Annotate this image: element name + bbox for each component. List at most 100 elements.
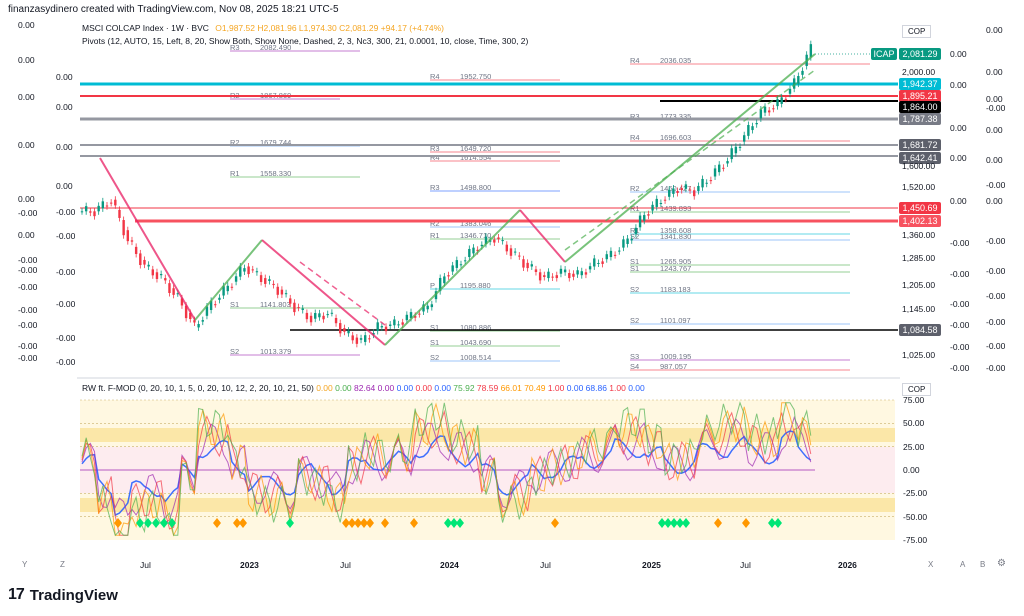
a-corner-label[interactable]: A bbox=[960, 560, 966, 569]
candle-body bbox=[555, 275, 558, 279]
time-axis-label: 2023 bbox=[240, 560, 259, 570]
candle-body bbox=[201, 320, 204, 322]
oscillator-label: RW ft. F-MOD (0, 20, 10, 1, 5, 0, 20, 10… bbox=[82, 383, 314, 393]
signal-diamond bbox=[456, 518, 464, 528]
candle-body bbox=[709, 180, 713, 182]
pivot-tag: S2 bbox=[630, 285, 639, 294]
pivot-value: 1346.710 bbox=[460, 231, 491, 240]
signal-diamond bbox=[742, 518, 750, 528]
b-corner-label[interactable]: B bbox=[980, 560, 986, 569]
oscillator-value: 0.00 bbox=[375, 383, 395, 393]
signal-diamond bbox=[410, 518, 418, 528]
signal-diamond bbox=[682, 518, 690, 528]
candle-body bbox=[130, 240, 134, 242]
currency-box[interactable]: COP bbox=[902, 25, 932, 38]
price-tag[interactable]: 1,642.41 bbox=[899, 152, 941, 164]
oscillator-value: 1.00 bbox=[606, 383, 626, 393]
left-scale-label: -0.00 bbox=[18, 305, 38, 315]
oscillator-axis-label: -50.00 bbox=[903, 511, 928, 522]
currency-box-osc[interactable]: COP bbox=[902, 383, 932, 396]
candle-body bbox=[305, 312, 309, 320]
left-scale2-label: -0.00 bbox=[56, 267, 76, 277]
price-tag[interactable]: 1,787.38 bbox=[899, 113, 941, 125]
price-chart[interactable]: R32082.490R42036.035R41952.750R21867.869… bbox=[0, 0, 1024, 580]
candle-body bbox=[222, 286, 225, 296]
pivot-tag: R2 bbox=[430, 219, 440, 228]
pivot-value: 1696.603 bbox=[660, 133, 691, 142]
left-scale2-label: -0.00 bbox=[56, 299, 76, 309]
candle-body bbox=[742, 135, 746, 142]
pivot-tag: R3 bbox=[630, 112, 640, 121]
price-tag[interactable]: 1,942.37 bbox=[899, 78, 941, 90]
candle-body bbox=[309, 315, 313, 323]
pivot-lines: R32082.490R42036.035R41952.750R21867.869… bbox=[230, 43, 870, 371]
candle-body bbox=[418, 313, 421, 315]
time-axis-label: 2026 bbox=[838, 560, 857, 570]
left-scale2-label: -0.00 bbox=[56, 231, 76, 241]
signal-diamond bbox=[676, 518, 684, 528]
price-tag[interactable]: 1,450.69 bbox=[899, 202, 941, 214]
candle-body bbox=[505, 244, 509, 252]
oscillator-axis-label: -75.00 bbox=[903, 535, 928, 545]
tradingview-logo[interactable]: 17 TradingView bbox=[8, 586, 118, 604]
pivots-legend[interactable]: Pivots (12, AUTO, 15, Left, 8, 20, Show … bbox=[82, 36, 529, 46]
pivot-value: 1265.905 bbox=[660, 257, 691, 266]
right-scale2-label: -0.00 bbox=[986, 103, 1006, 113]
candle-body bbox=[609, 250, 613, 258]
candle-body bbox=[401, 322, 404, 325]
price-tag[interactable]: 1,402.13 bbox=[899, 215, 941, 227]
candle-body bbox=[151, 269, 155, 276]
candle-body bbox=[722, 167, 725, 169]
y-corner-label[interactable]: Y bbox=[22, 560, 28, 569]
signal-diamond bbox=[213, 518, 221, 528]
candle-body bbox=[247, 266, 250, 275]
candle-body bbox=[559, 268, 563, 274]
candle-body bbox=[634, 227, 638, 234]
oscillator-legend[interactable]: RW ft. F-MOD (0, 20, 10, 1, 5, 0, 20, 10… bbox=[82, 383, 645, 393]
candle-body bbox=[214, 304, 217, 306]
pivot-value: 1101.097 bbox=[660, 316, 691, 325]
candle-body bbox=[451, 265, 454, 272]
pivot-value: 1341.830 bbox=[660, 232, 691, 241]
symbol-tag: ICAP bbox=[871, 48, 897, 60]
candle-body bbox=[588, 266, 592, 270]
time-axis-label: Jul bbox=[740, 560, 751, 570]
right-scale2-label: 0.00 bbox=[986, 196, 1003, 206]
z-corner-label[interactable]: Z bbox=[60, 560, 65, 569]
oscillator-value: 66.01 bbox=[498, 383, 522, 393]
candle-body bbox=[655, 198, 658, 207]
candle-body bbox=[693, 190, 696, 197]
symbol-legend[interactable]: MSCI COLCAP Index · 1W · BVC O1,987.52 H… bbox=[82, 23, 444, 33]
pivot-value: 1679.744 bbox=[260, 138, 291, 147]
pivot-value: 1008.514 bbox=[460, 353, 491, 362]
price-tag[interactable]: 1,864.00 bbox=[899, 101, 941, 113]
pivot-value: 1195.880 bbox=[460, 281, 491, 290]
oscillator-value: 78.59 bbox=[474, 383, 499, 393]
candle-body bbox=[405, 314, 409, 321]
candle-body bbox=[89, 211, 92, 213]
price-tag[interactable]: 1,084.58 bbox=[899, 324, 941, 336]
pivot-value: 1383.046 bbox=[460, 219, 491, 228]
candle-body bbox=[84, 206, 88, 212]
candle-body bbox=[164, 278, 167, 281]
oscillator-value: 1.00 bbox=[545, 383, 565, 393]
right-scale2-label: 0.00 bbox=[986, 125, 1003, 135]
price-tag[interactable]: 2,081.29 bbox=[899, 48, 941, 60]
price-tag[interactable]: 1,681.72 bbox=[899, 139, 941, 151]
dashed-swing-line bbox=[564, 69, 816, 251]
settings-gear-icon[interactable]: ⚙ bbox=[997, 558, 1006, 569]
candle-body bbox=[276, 286, 279, 295]
candle-body bbox=[797, 76, 800, 84]
right-scale-label: -0.00 bbox=[950, 299, 970, 309]
signal-diamond bbox=[160, 518, 168, 528]
pivot-tag: R4 bbox=[430, 72, 440, 81]
pivot-tag: S1 bbox=[630, 257, 639, 266]
price-tag[interactable]: 1,895.21 bbox=[899, 90, 941, 102]
x-corner-label[interactable]: X bbox=[928, 560, 934, 569]
right-scale2-label: -0.00 bbox=[986, 341, 1006, 351]
price-axis-label: 1,285.00 bbox=[902, 253, 936, 263]
candle-body bbox=[763, 106, 767, 113]
candle-body bbox=[480, 244, 484, 247]
signal-diamond bbox=[342, 518, 350, 528]
candle-body bbox=[218, 297, 221, 300]
